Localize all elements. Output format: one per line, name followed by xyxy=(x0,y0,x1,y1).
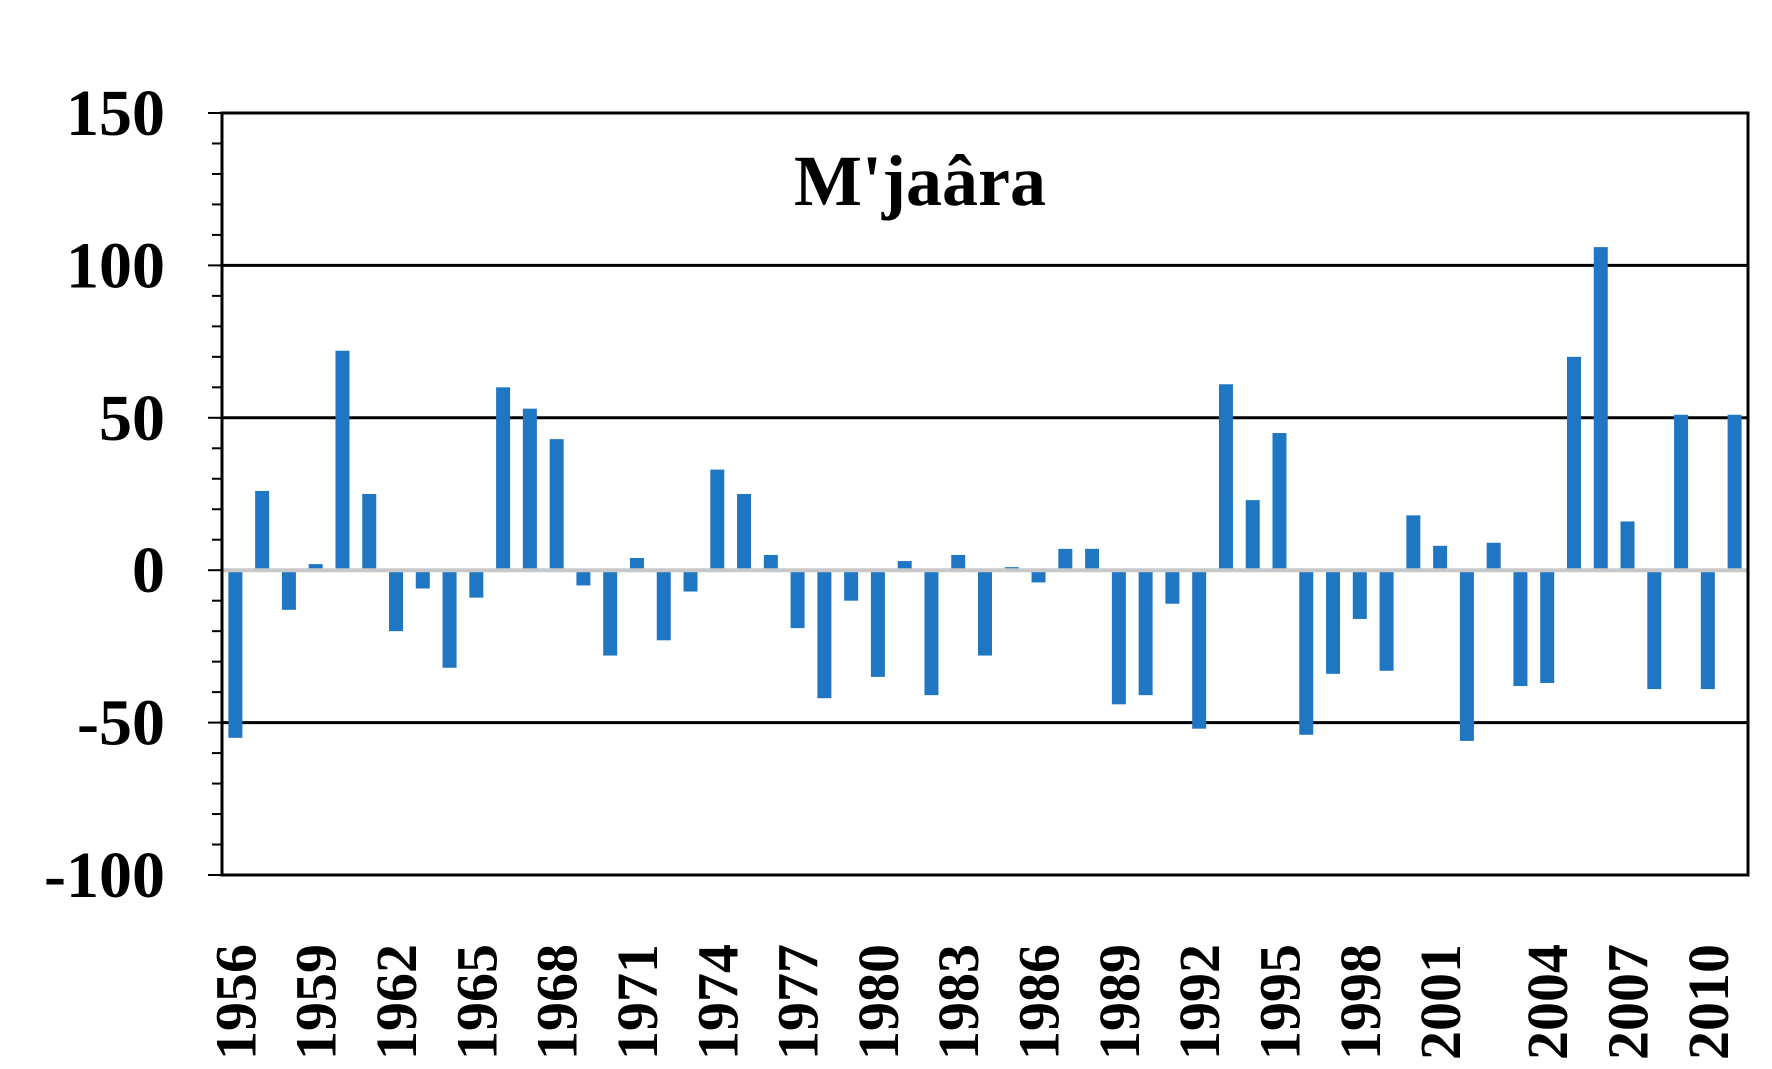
bar xyxy=(870,570,885,677)
bar xyxy=(1218,384,1233,571)
x-tick-label: 1989 xyxy=(1087,944,1152,1060)
y-tick-label: 150 xyxy=(66,77,165,150)
bar xyxy=(978,570,992,656)
x-tick-label: 1980 xyxy=(846,944,911,1060)
x-tick-label: 1959 xyxy=(284,944,349,1060)
bar xyxy=(1566,356,1581,571)
bar xyxy=(576,570,591,586)
bar xyxy=(1486,542,1501,571)
bar xyxy=(603,570,618,656)
bar xyxy=(442,570,457,668)
x-tick-label: 1977 xyxy=(766,944,831,1060)
bar xyxy=(683,570,698,592)
axes xyxy=(208,111,1750,877)
y-tick-label: -100 xyxy=(44,839,165,912)
x-tick-label: 1986 xyxy=(1007,944,1072,1060)
bar xyxy=(496,387,511,571)
bar xyxy=(1138,570,1153,696)
bar xyxy=(1513,570,1528,687)
x-tick-label: 1974 xyxy=(685,944,750,1060)
bar xyxy=(1379,570,1394,671)
bar xyxy=(1406,515,1421,571)
bar xyxy=(1165,570,1180,604)
bar xyxy=(549,439,564,571)
gridlines xyxy=(222,263,1748,725)
x-tick-label: 1998 xyxy=(1328,944,1393,1060)
bar xyxy=(1620,521,1635,571)
bar xyxy=(790,570,805,629)
bar xyxy=(362,494,377,571)
bar xyxy=(924,570,939,696)
bar xyxy=(1700,570,1715,690)
bar xyxy=(1031,570,1046,583)
bar xyxy=(1245,500,1260,571)
bar xyxy=(389,570,404,632)
bar xyxy=(1111,570,1126,705)
x-tick-label: 1968 xyxy=(525,944,590,1060)
y-tick-label: -50 xyxy=(77,687,165,760)
bars xyxy=(222,247,1748,741)
bar xyxy=(415,570,430,589)
bar xyxy=(281,570,296,610)
x-tick-label: 2001 xyxy=(1408,944,1473,1060)
x-tick-label: 2004 xyxy=(1515,944,1580,1060)
bar xyxy=(1647,570,1662,690)
bar xyxy=(1058,548,1073,571)
bar xyxy=(228,570,243,738)
x-tick-label: 1983 xyxy=(926,944,991,1060)
bar xyxy=(763,554,778,571)
x-tick-label: 1965 xyxy=(444,944,509,1060)
x-tick-label: 1956 xyxy=(203,944,268,1060)
chart-title: M'jaâra xyxy=(794,141,1046,221)
bar xyxy=(1085,548,1100,571)
y-tick-labels: 150 100 50 0 -50 -100 xyxy=(44,77,165,912)
bar xyxy=(710,469,725,571)
x-tick-label: 1995 xyxy=(1247,944,1312,1060)
bar xyxy=(817,570,832,699)
bar xyxy=(1727,414,1742,571)
x-tick-label: 1971 xyxy=(605,944,670,1060)
bar xyxy=(951,554,966,571)
bar xyxy=(1674,414,1689,571)
bar xyxy=(335,350,350,571)
bar xyxy=(308,564,323,571)
bar xyxy=(1326,570,1341,674)
bar xyxy=(1352,570,1367,619)
x-tick-label: 1992 xyxy=(1167,944,1232,1060)
y-tick-label: 50 xyxy=(99,382,165,455)
bar xyxy=(737,494,752,571)
bar xyxy=(1192,570,1207,729)
bar xyxy=(897,561,912,571)
bar xyxy=(469,570,484,598)
bar xyxy=(629,558,644,571)
x-tick-label: 2007 xyxy=(1596,944,1661,1060)
bar xyxy=(844,570,859,601)
bar xyxy=(1593,247,1608,571)
y-tick-label: 100 xyxy=(66,229,165,302)
bar xyxy=(1459,570,1474,741)
bar xyxy=(1299,570,1314,735)
bar xyxy=(1433,545,1448,571)
x-tick-label: 1962 xyxy=(364,944,429,1060)
bar xyxy=(1272,433,1287,571)
bar xyxy=(1540,570,1555,683)
bar xyxy=(255,490,270,571)
y-tick-label: 0 xyxy=(132,534,165,607)
x-tick-labels: 1956 1959 1962 1965 1968 1971 1974 1977 1980 1983… xyxy=(203,944,1740,1060)
bar xyxy=(522,408,537,571)
bar xyxy=(656,570,671,641)
x-tick-label: 2010 xyxy=(1676,944,1741,1060)
plot-frame xyxy=(220,111,1750,877)
